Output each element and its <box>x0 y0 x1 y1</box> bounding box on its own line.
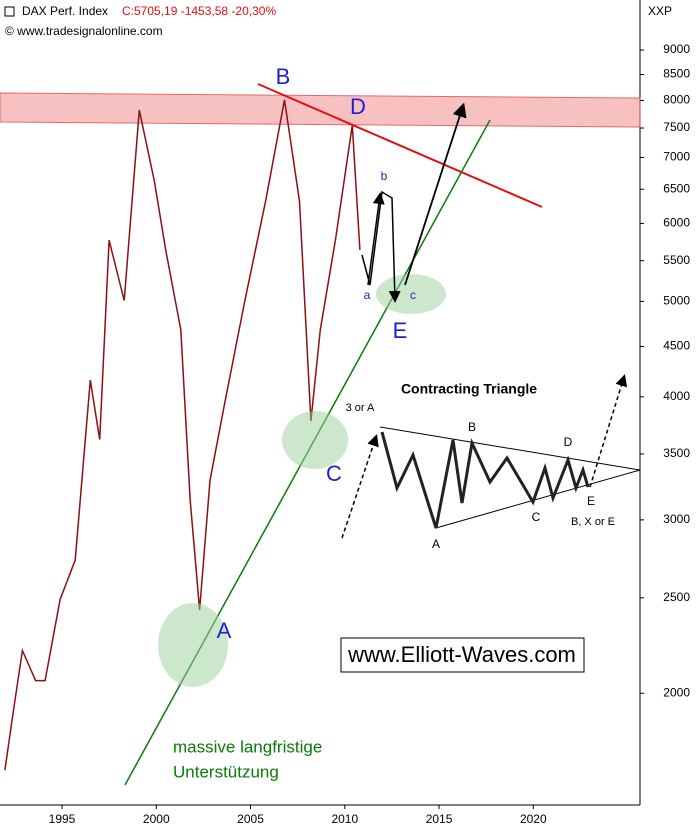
chart-title: DAX Perf. Index <box>22 4 108 18</box>
triangle-waves <box>380 431 590 529</box>
y-tick-label: 5500 <box>663 253 690 267</box>
y-tick-label: 5000 <box>663 294 690 308</box>
y-tick-label: 4000 <box>663 389 690 403</box>
source: © www.tradesignalonline.com <box>5 24 163 38</box>
y-tick-label: 3000 <box>663 512 690 526</box>
projection-up <box>404 102 467 286</box>
wave-label: E <box>393 318 408 343</box>
y-tick-label: 8500 <box>663 67 690 81</box>
y-tick-label: 6000 <box>663 216 690 230</box>
wave-label: A <box>217 618 232 643</box>
x-tick-label: 2015 <box>426 812 453 826</box>
y-tick-label: 7000 <box>663 150 690 164</box>
dashed-arrow-in <box>341 434 379 539</box>
support-note: massive langfristige <box>173 737 322 756</box>
ellipse-c <box>282 411 348 469</box>
triangle-label: A <box>432 537 440 551</box>
chart-subtitle: C:5705,19 -1453,58 -20,30% <box>122 4 276 18</box>
triangle-title: Contracting Triangle <box>401 381 537 397</box>
ellipse-e <box>376 274 446 314</box>
projection-abc <box>361 190 401 303</box>
wave-label: a <box>364 288 371 302</box>
x-tick-label: 2005 <box>237 812 264 826</box>
y-tick-label: 3500 <box>663 446 690 460</box>
triangle-upper <box>379 426 641 471</box>
price-line <box>4 99 361 771</box>
triangle-label: B <box>468 420 476 434</box>
y-tick-label: 6500 <box>663 181 690 195</box>
y-tick-label: 4500 <box>663 339 690 353</box>
wave-label: D <box>350 94 366 119</box>
triangle-label: B, X or E <box>571 516 615 528</box>
triangle-label: 3 or A <box>346 402 375 414</box>
y-tick-label: 7500 <box>663 120 690 134</box>
triangle-lower <box>435 469 641 529</box>
support-note: Unterstützung <box>173 762 279 781</box>
triangle-label: E <box>587 494 595 508</box>
wave-label: C <box>326 461 342 486</box>
triangle-label: C <box>532 510 541 524</box>
header-icon <box>4 6 15 17</box>
triangle-label: D <box>564 435 573 449</box>
y-tick-label: 2000 <box>663 685 690 699</box>
ellipse-a <box>158 603 228 687</box>
wave-label: b <box>381 169 388 183</box>
y-tick-label: 8000 <box>663 93 690 107</box>
x-tick-label: 1995 <box>49 812 76 826</box>
x-tick-label: 2020 <box>520 812 547 826</box>
y-axis-label: XXP <box>648 4 672 18</box>
red-trendline <box>257 83 543 208</box>
wave-label: B <box>276 64 291 89</box>
x-tick-label: 2000 <box>143 812 170 826</box>
y-tick-label: 2500 <box>663 590 690 604</box>
x-tick-label: 2010 <box>331 812 358 826</box>
website: www.Elliott-Waves.com <box>347 642 576 667</box>
projection-b <box>367 192 385 286</box>
website-box <box>340 637 585 673</box>
y-tick-label: 9000 <box>663 42 690 56</box>
dashed-arrow-out <box>589 374 628 488</box>
wave-label: c <box>410 288 416 302</box>
